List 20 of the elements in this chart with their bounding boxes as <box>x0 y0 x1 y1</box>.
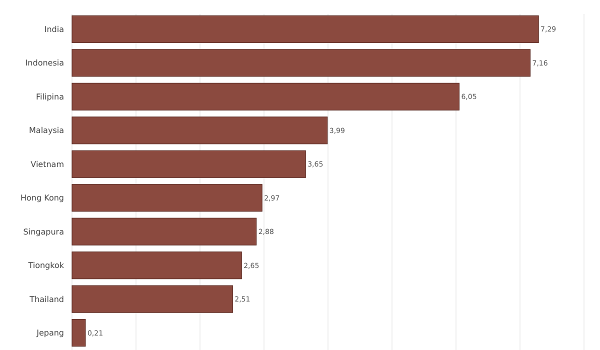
y-tick-label: Singapura <box>23 227 64 236</box>
y-tick-label: Hong Kong <box>20 194 64 203</box>
y-tick-label: Tiongkok <box>27 261 64 270</box>
y-tick-label: Malaysia <box>29 126 64 136</box>
bar <box>72 82 460 110</box>
bar <box>72 15 539 43</box>
y-tick-label: India <box>44 24 64 34</box>
bar <box>72 150 306 178</box>
bar <box>72 252 242 280</box>
y-tick-label: Filipina <box>36 92 64 102</box>
bar <box>72 319 86 347</box>
y-tick-label: Vietnam <box>30 160 64 169</box>
y-tick-label: Thailand <box>28 294 64 304</box>
bar <box>72 116 328 144</box>
y-tick-label: Jepang <box>36 328 64 338</box>
bar <box>72 285 233 313</box>
bar <box>72 218 257 246</box>
bar <box>72 184 262 212</box>
bar <box>72 49 531 77</box>
y-tick-label: Indonesia <box>25 58 64 68</box>
